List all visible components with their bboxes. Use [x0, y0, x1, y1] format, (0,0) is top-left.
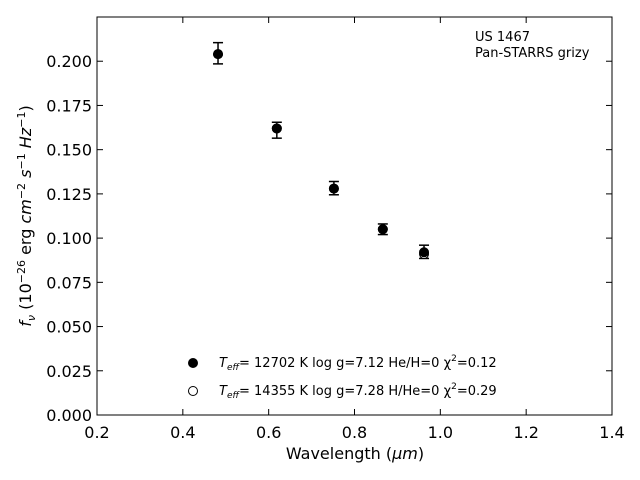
- legend-entry-1: Teff= 12702 K log g=7.12 He/H=0 χ2=0.12: [219, 354, 497, 373]
- x-axis-ticks: 0.2 0.4 0.6 0.8 1.0 1.2 1.4: [84, 17, 625, 442]
- model-point-filled: [328, 183, 339, 194]
- model-point-filled: [377, 224, 388, 235]
- y-tick-label: 0.150: [46, 141, 92, 160]
- y-tick-label: 0.075: [46, 273, 92, 292]
- model-point-filled: [419, 247, 430, 258]
- y-tick-label: 0.100: [46, 229, 92, 248]
- x-tick-label: 1.2: [513, 423, 538, 442]
- y-tick-label: 0.050: [46, 318, 92, 337]
- legend-entry-2: Teff= 14355 K log g=7.28 H/He=0 χ2=0.29: [219, 382, 497, 401]
- x-tick-label: 1.0: [428, 423, 453, 442]
- annotation-survey: Pan-STARRS grizy: [475, 46, 590, 61]
- y-tick-label: 0.200: [46, 52, 92, 71]
- error-bars: [213, 41, 430, 260]
- y-axis-label: fν (10−26 erg cm−2 s−1 Hz−1): [15, 105, 38, 326]
- y-tick-label: 0.025: [46, 362, 92, 381]
- y-tick-label: 0.175: [46, 96, 92, 115]
- legend: Teff= 12702 K log g=7.12 He/H=0 χ2=0.12 …: [188, 354, 497, 401]
- x-tick-label: 0.2: [84, 423, 109, 442]
- x-tick-label: 0.8: [342, 423, 367, 442]
- y-tick-label: 0.000: [46, 406, 92, 425]
- data-points: [213, 49, 430, 260]
- x-tick-label: 0.4: [170, 423, 195, 442]
- y-tick-label: 0.125: [46, 185, 92, 204]
- y-axis-ticks: 0.000 0.025 0.050 0.075 0.100 0.125 0.150 0.175…: [46, 52, 612, 425]
- x-tick-label: 0.6: [256, 423, 281, 442]
- model-point-filled: [271, 123, 282, 134]
- x-axis-label: Wavelength (μm): [286, 444, 424, 463]
- x-tick-label: 1.4: [599, 423, 624, 442]
- legend-marker-open: [188, 386, 198, 396]
- model-point-filled: [213, 49, 224, 60]
- legend-marker-filled: [188, 358, 198, 368]
- annotation-star-name: US 1467: [475, 30, 530, 45]
